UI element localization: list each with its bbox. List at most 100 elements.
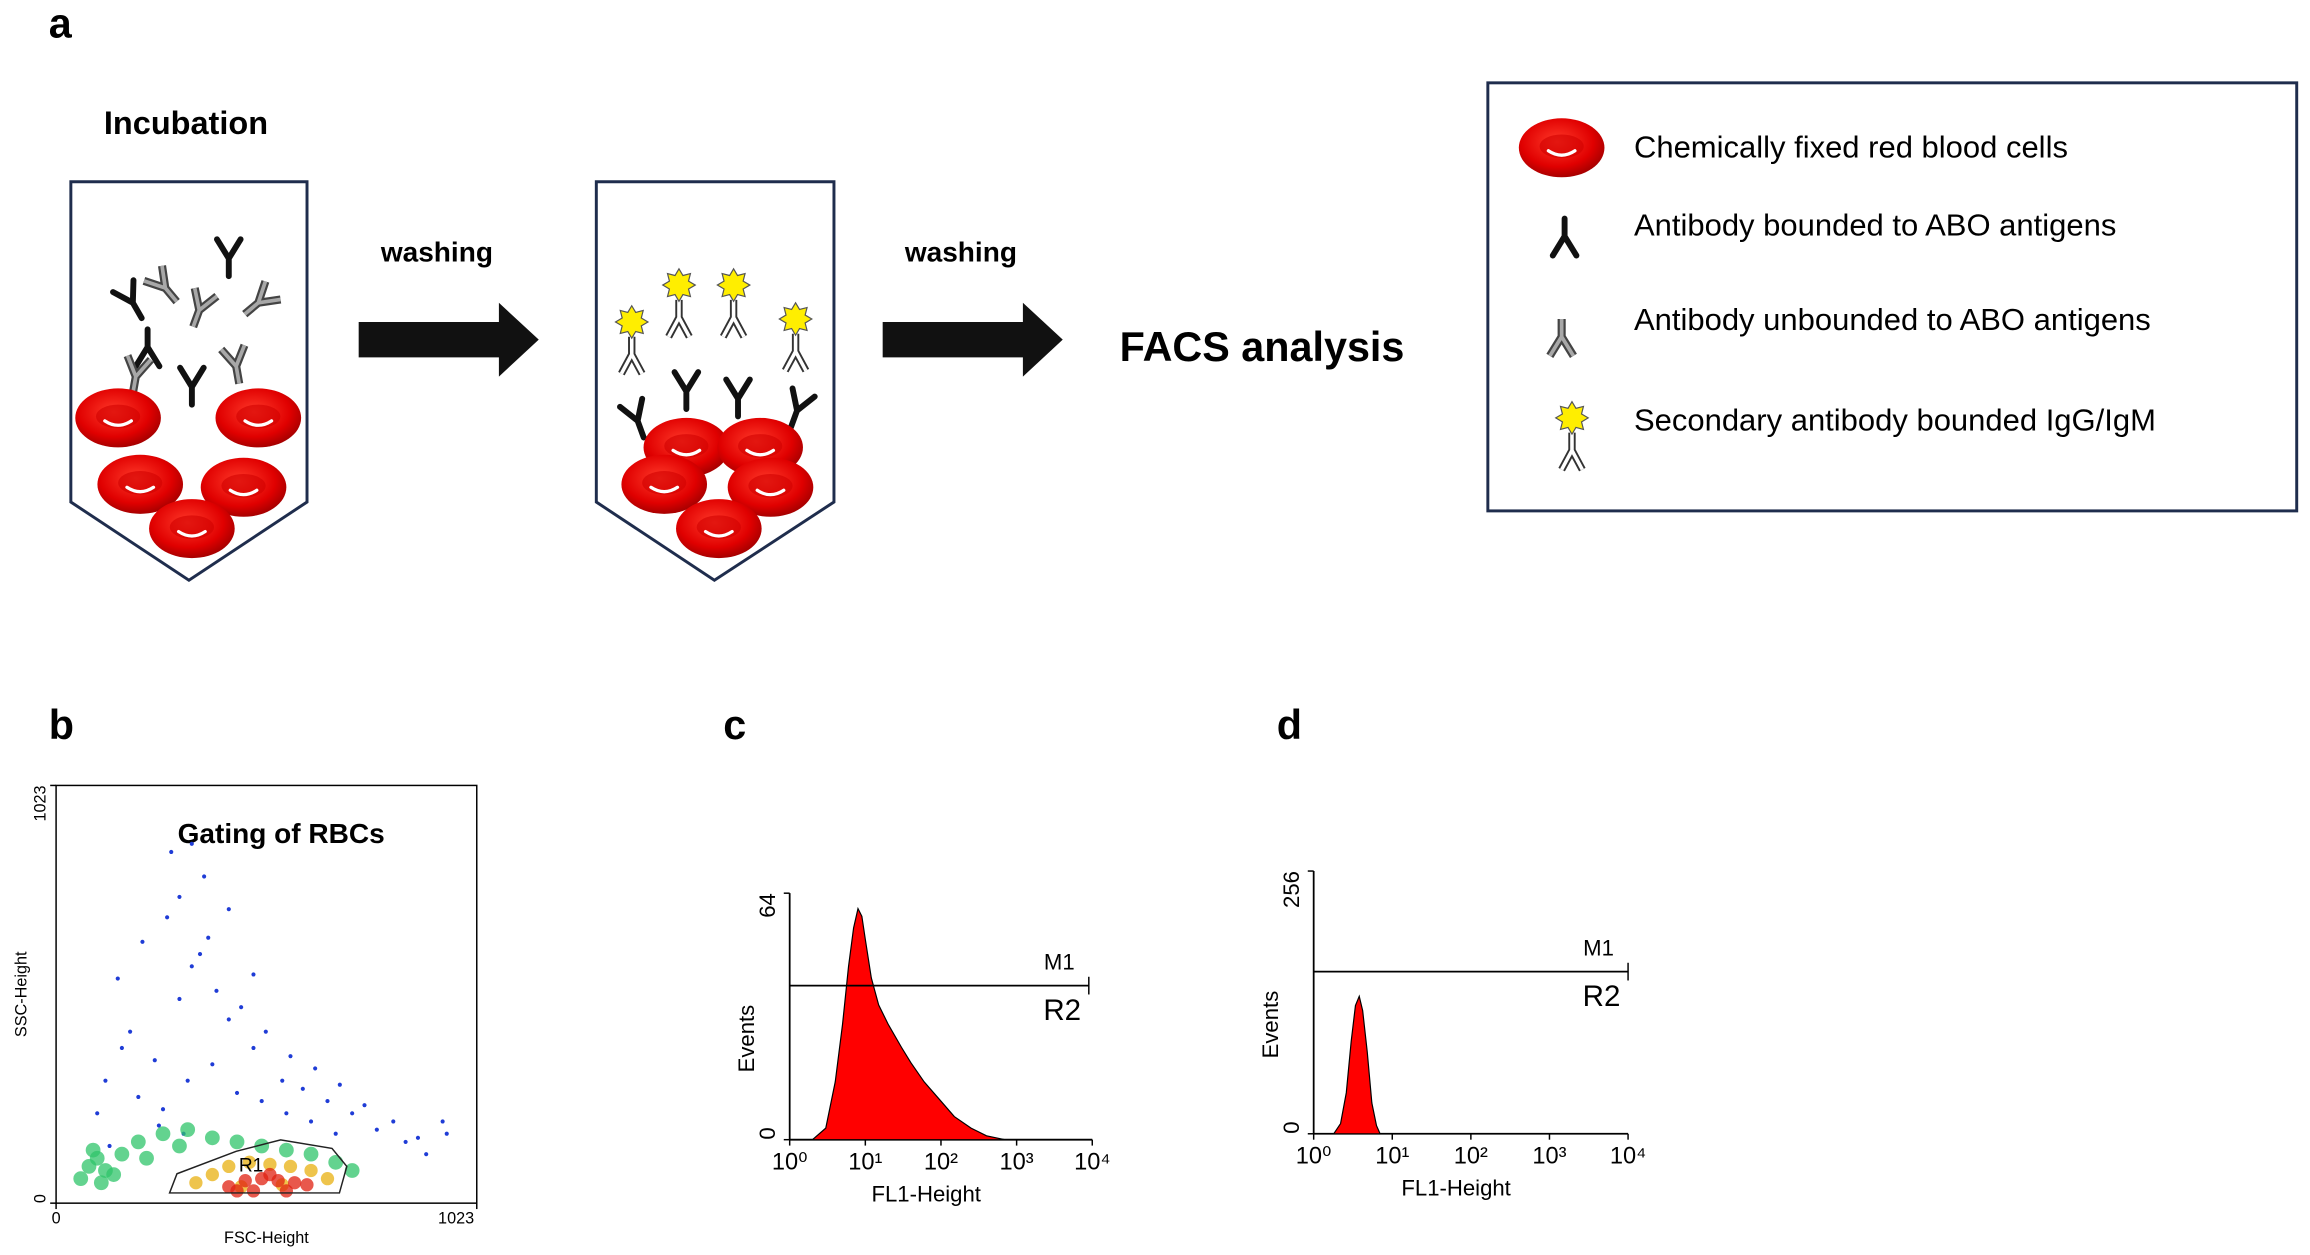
scatter-point <box>197 952 203 957</box>
scatter-point <box>189 1176 203 1190</box>
tube <box>69 180 309 583</box>
panel-label: c <box>723 702 746 748</box>
rbc-icon <box>147 497 237 560</box>
y-tick-label: 0 <box>1279 1121 1304 1133</box>
scatter-point <box>362 1103 367 1108</box>
scatter-point <box>239 1005 244 1010</box>
scatter-point <box>156 1123 161 1128</box>
scatter-point <box>263 1029 268 1034</box>
y-tick-label: 256 <box>1279 871 1304 908</box>
gate-region <box>168 1139 348 1194</box>
scatter-point <box>128 1029 133 1034</box>
scatter-point <box>278 1142 294 1158</box>
scatter-point <box>73 1171 89 1187</box>
x-tick-label: 0 <box>52 1210 61 1228</box>
scatter-point <box>374 1127 379 1132</box>
x-tick-label: 10¹ <box>848 1150 882 1176</box>
scatter-point <box>226 907 231 912</box>
scatter-point <box>300 1178 314 1192</box>
scatter-point <box>440 1119 445 1124</box>
scatter-point <box>165 915 170 920</box>
scatter-point <box>107 1143 112 1149</box>
y-tick-label: 64 <box>755 893 780 918</box>
scatter-point <box>140 939 145 944</box>
scatter-point <box>222 1159 236 1174</box>
x-tick-label: 10⁰ <box>772 1150 808 1176</box>
tube <box>594 180 836 583</box>
x-axis-title: FL1-Height <box>1401 1176 1510 1201</box>
scatter-point <box>93 1175 109 1191</box>
scatter-point <box>177 894 182 899</box>
x-axis-title: FL1-Height <box>871 1182 980 1207</box>
x-tick-label: 10² <box>1454 1144 1488 1170</box>
scatter-point <box>180 1122 196 1138</box>
scatter-point <box>185 1078 190 1083</box>
legend-entry: Antibody bounded to ABO antigens <box>1634 208 2116 243</box>
x-tick-label: 10³ <box>1532 1144 1566 1170</box>
scatter-point <box>226 1017 231 1022</box>
panel-label: b <box>49 702 74 748</box>
scatter-point <box>424 1152 429 1157</box>
x-tick-label: 10⁴ <box>1610 1144 1646 1170</box>
scatter-point <box>350 1111 355 1116</box>
scatter-point <box>114 1146 130 1162</box>
scatter-point <box>160 1107 166 1112</box>
arrow <box>882 302 1063 377</box>
scatter-point <box>403 1139 408 1144</box>
x-tick-label: 1023 <box>438 1210 474 1228</box>
scatter-point <box>136 1094 141 1100</box>
scatter-point <box>119 1045 124 1051</box>
scatter-point <box>95 1111 100 1116</box>
scatter-point <box>242 1155 257 1169</box>
result-label: FACS analysis <box>1120 324 1405 370</box>
chart: b Gating of RBCs 0 1023 0 1023 FSC-Height SSC-H… <box>12 702 478 1247</box>
panel-label: d <box>1277 702 1302 748</box>
scatter-point <box>308 1119 314 1124</box>
x-tick-label: 10⁴ <box>1074 1150 1110 1176</box>
x-tick-label: 10³ <box>1000 1150 1034 1176</box>
scatter-point <box>103 1078 108 1083</box>
plot-frame <box>55 784 478 1204</box>
scatter-point <box>444 1131 449 1136</box>
scatter-point <box>172 1138 187 1154</box>
step-label: Incubation <box>104 105 268 141</box>
x-tick-label: 10⁰ <box>1296 1144 1332 1170</box>
scatter-point <box>169 849 174 855</box>
legend-entry: Antibody unbounded to ABO antigens <box>1634 302 2151 337</box>
scatter-point <box>259 1099 264 1104</box>
scatter-point <box>284 1111 289 1116</box>
scatter-point <box>204 1130 220 1146</box>
scatter-point <box>313 1066 318 1071</box>
rbc-icon <box>73 386 163 450</box>
x-tick-label: 10¹ <box>1375 1144 1409 1170</box>
chart: d 10⁰ 10¹ 10² 10³ 10⁴ 0 256 FL1-Height Events M1 R2 <box>1258 702 1646 1201</box>
scatter-point <box>280 1078 285 1083</box>
legend-entry: Chemically fixed red blood cells <box>1634 129 2068 164</box>
scatter-point <box>288 1054 293 1059</box>
legend-icon <box>1517 116 1607 179</box>
scatter-point <box>333 1131 338 1136</box>
scatter-point <box>189 964 194 969</box>
legend-entry: Secondary antibody bounded IgG/IgM <box>1634 403 2156 438</box>
scatter-point <box>106 1167 122 1182</box>
scatter-point <box>210 1062 215 1067</box>
scatter-point <box>189 841 194 846</box>
scatter-point <box>206 935 211 940</box>
arrow-label: washing <box>380 236 493 267</box>
scatter-point <box>205 1167 219 1182</box>
rbc-icon <box>674 497 764 560</box>
scatter-point <box>328 1154 344 1170</box>
scatter-point <box>344 1163 360 1178</box>
marker-region-label: R2 <box>1583 980 1621 1013</box>
scatter-point <box>287 1176 302 1190</box>
x-axis-title: FSC-Height <box>224 1229 309 1247</box>
marker-label: M1 <box>1044 949 1075 974</box>
chart-title: Gating of RBCs <box>178 818 385 849</box>
scatter-point <box>304 1163 318 1178</box>
scatter-point <box>251 972 256 977</box>
x-tick-label: 10² <box>924 1150 958 1176</box>
scatter-point <box>155 1126 171 1142</box>
panel-label: a <box>49 1 73 47</box>
scatter-point <box>300 1086 305 1091</box>
scatter-point <box>251 1045 256 1051</box>
